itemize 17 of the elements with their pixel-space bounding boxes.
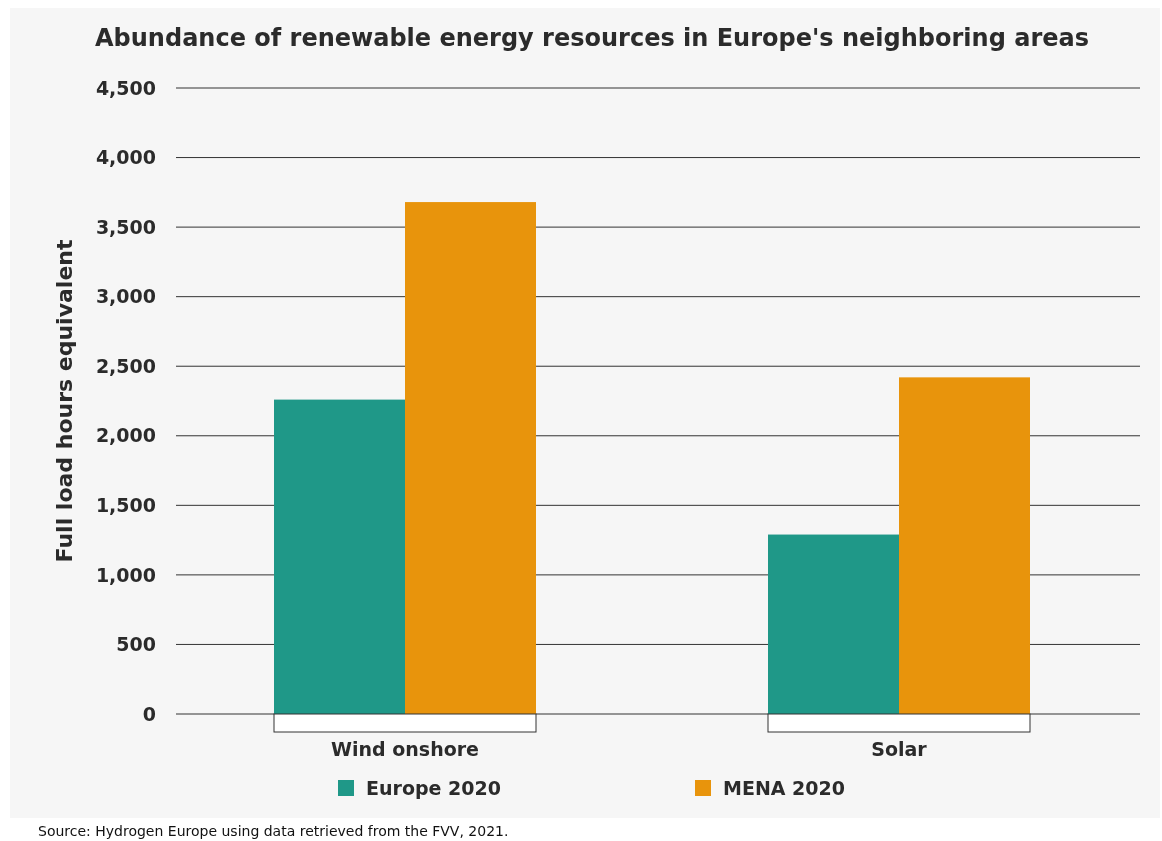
source-note: Source: Hydrogen Europe using data retrieved from the FVV, 2021. bbox=[38, 823, 509, 839]
y-tick-label: 2,500 bbox=[95, 354, 156, 377]
chart-title: Abundance of renewable energy resources in Europe's neighboring areas bbox=[95, 24, 1089, 52]
y-tick-label: 1,500 bbox=[95, 493, 156, 516]
x-tick-label: Wind onshore bbox=[331, 738, 479, 760]
y-tick-label: 3,500 bbox=[95, 215, 156, 238]
y-tick-label: 500 bbox=[116, 633, 156, 656]
legend-label: Europe 2020 bbox=[366, 776, 501, 799]
y-tick-label: 4,500 bbox=[95, 76, 156, 99]
x-tick-label: Solar bbox=[871, 738, 928, 760]
y-tick-label: 4,000 bbox=[95, 146, 156, 169]
y-tick-label: 1,000 bbox=[95, 563, 156, 586]
y-tick-label: 0 bbox=[142, 702, 156, 725]
legend-label: MENA 2020 bbox=[723, 776, 845, 799]
y-tick-label: 2,000 bbox=[95, 424, 156, 447]
y-axis-title: Full load hours equivalent bbox=[52, 239, 77, 563]
y-tick-label: 3,000 bbox=[95, 285, 156, 308]
